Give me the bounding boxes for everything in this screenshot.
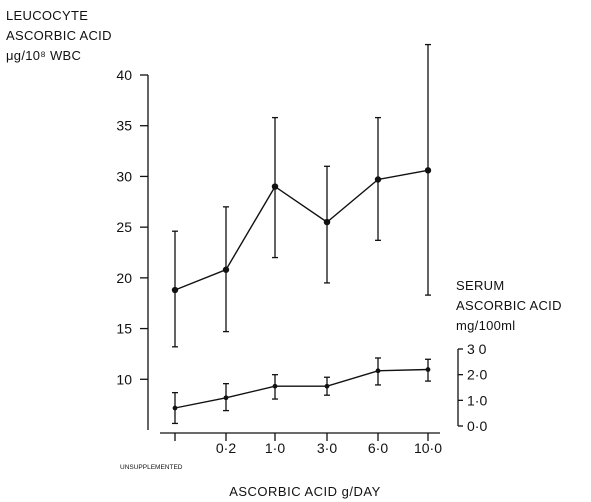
series-2 [172, 357, 431, 425]
left-axis-title: LEUCOCYTE ASCORBIC ACID μg/10⁸ WBC [6, 8, 112, 63]
series-layer [171, 43, 432, 425]
right-axis-tick-label: 0·0 [467, 418, 487, 434]
left-axis-title-line: LEUCOCYTE [6, 8, 88, 23]
left-axis-tick-label: 20 [116, 270, 132, 286]
left-axis-tick-label: 25 [116, 219, 132, 235]
data-point [272, 383, 278, 389]
data-point [324, 383, 330, 389]
left-axis-tick-label: 35 [116, 118, 132, 134]
left-axis-tick-label: 10 [116, 371, 132, 387]
x-axis: UNSUPPLEMENTED 0·2 1·0 3·0 6·0 10·0 [120, 432, 442, 471]
x-axis-title: ASCORBIC ACID g/DAY [229, 484, 381, 499]
data-point [172, 405, 178, 411]
x-axis-tick-label: UNSUPPLEMENTED [120, 464, 183, 471]
data-point [271, 183, 279, 190]
data-point [222, 266, 230, 273]
right-axis-title-line: mg/100ml [456, 318, 515, 333]
x-axis-tick-label: 0·2 [216, 440, 236, 456]
series-line [174, 169, 429, 291]
x-axis-tick-label: 10·0 [414, 440, 442, 456]
right-axis-tick-label: 3 0 [467, 341, 487, 357]
data-point [425, 367, 431, 372]
right-axis: 0·0 1·0 2·0 3 0 [457, 341, 487, 434]
right-axis-tick-label: 1·0 [467, 392, 487, 408]
right-axis-tick-label: 2·0 [467, 367, 487, 383]
x-axis-tick-label: 3·0 [317, 440, 337, 456]
right-axis-title-line: ASCORBIC ACID [456, 298, 562, 313]
left-axis-title-line: μg/10⁸ WBC [6, 48, 81, 63]
data-point [171, 286, 179, 294]
left-axis-title-line: ASCORBIC ACID [6, 28, 112, 43]
data-point [374, 176, 382, 183]
left-axis: 10 15 20 25 30 35 40 [116, 67, 149, 430]
data-point [323, 218, 331, 226]
series-1 [171, 43, 432, 348]
x-axis-tick-label: 6·0 [368, 440, 388, 456]
data-point [223, 395, 229, 401]
right-axis-title-line: SERUM [456, 278, 504, 293]
left-axis-tick-label: 40 [116, 67, 132, 83]
left-axis-tick-label: 30 [116, 168, 132, 184]
x-axis-tick-label: 1·0 [265, 440, 285, 456]
series-line [174, 368, 429, 409]
left-axis-tick-label: 15 [116, 321, 132, 337]
data-point [375, 368, 381, 374]
right-axis-title: SERUM ASCORBIC ACID mg/100ml [456, 278, 562, 333]
data-point [424, 167, 432, 174]
